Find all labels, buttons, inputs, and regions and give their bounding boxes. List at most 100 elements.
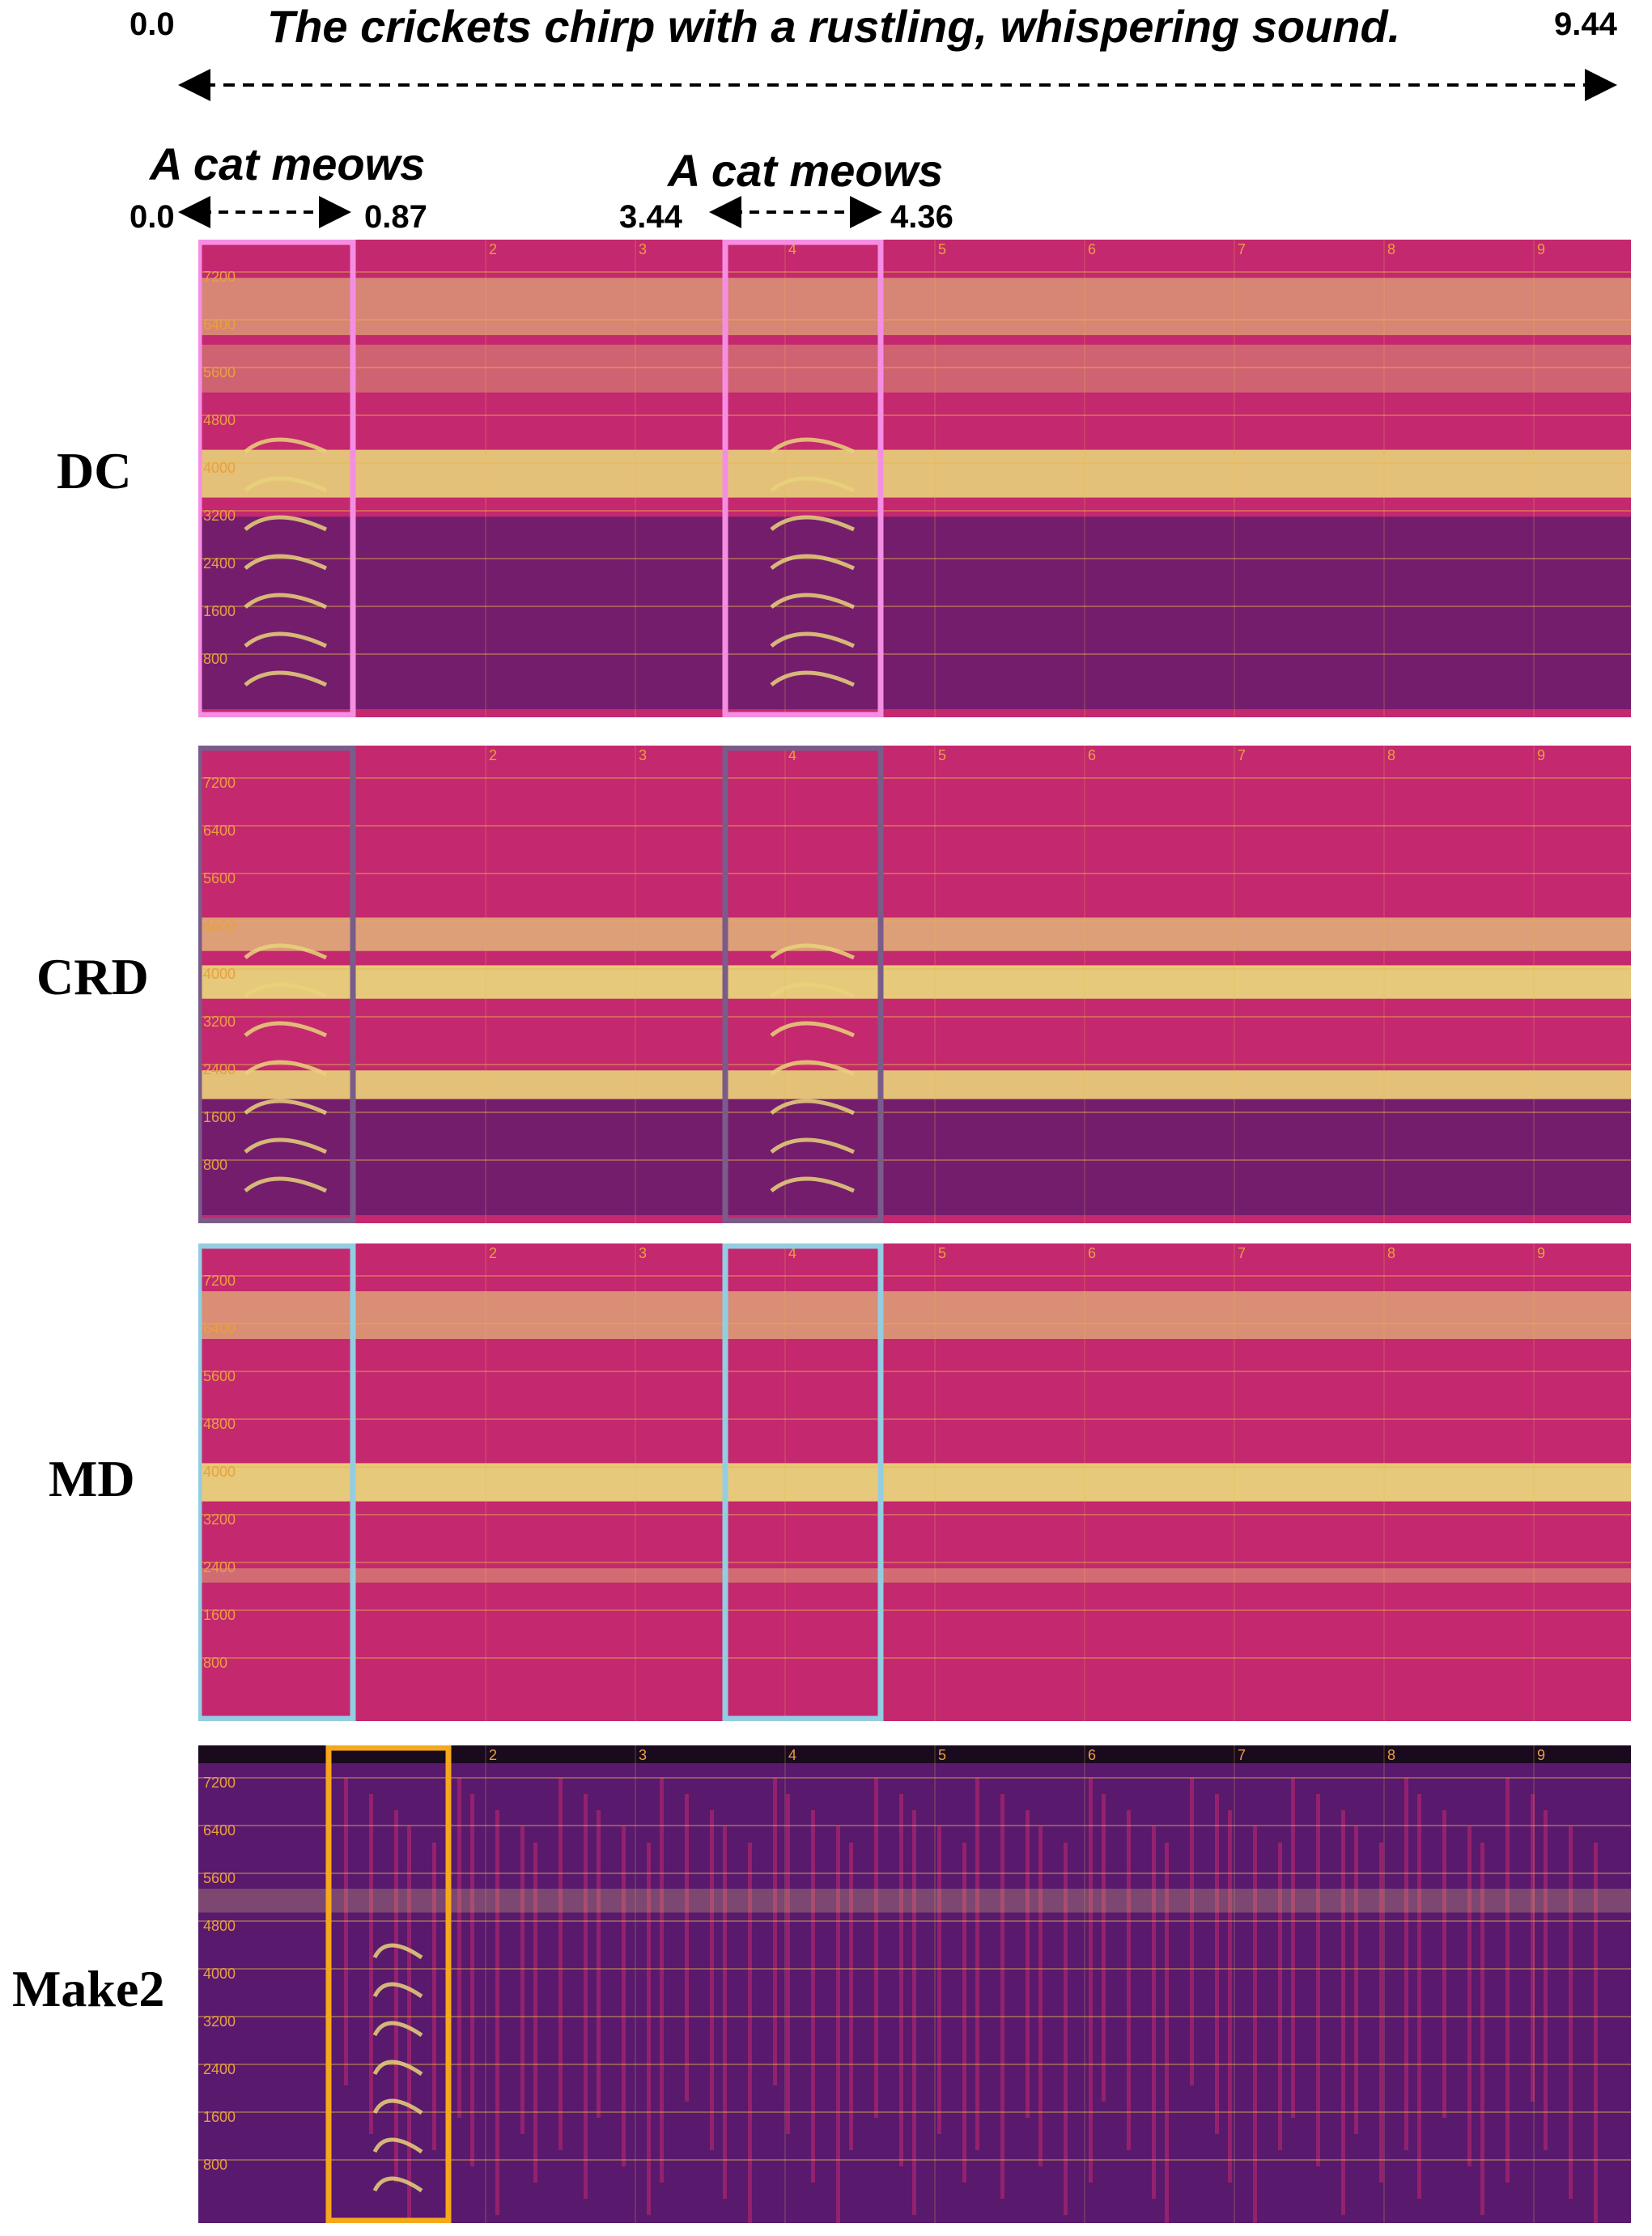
spectrogram-streak <box>836 1826 840 2223</box>
spectrogram-md: 7200 6400 5600 4800 4000 3200 2400 1600 800 2 3 4 5 6… <box>198 1243 1631 1721</box>
frequency-tick-label: 4800 <box>203 1416 236 1432</box>
time-tick-label: 8 <box>1387 747 1395 763</box>
spectrogram-streak <box>622 1826 626 2166</box>
spectrogram-streak <box>1569 1826 1573 2199</box>
spectrogram-streak <box>849 1843 853 2150</box>
time-tick-label: 6 <box>1088 747 1096 763</box>
time-tick-label: 6 <box>1088 241 1096 257</box>
spectrogram-streak <box>773 1778 777 2085</box>
spectrogram-streak <box>344 1778 348 2085</box>
time-tick-label: 5 <box>938 1245 946 1261</box>
frequency-tick-label: 7200 <box>203 1775 236 1791</box>
frequency-tick-label: 800 <box>203 1157 227 1173</box>
spectrogram-streak <box>811 1810 815 2183</box>
harmonic-stroke <box>244 515 328 532</box>
harmonic-stroke <box>770 593 856 610</box>
spectrogram-streak <box>457 1778 461 2118</box>
row-label-make2: Make2 <box>12 1960 165 2017</box>
frequency-tick-label: 4800 <box>203 1918 236 1934</box>
spectrogram-energy-band <box>198 449 1631 498</box>
time-tick-label: 3 <box>639 241 647 257</box>
frequency-tick-label: 7200 <box>203 1273 236 1289</box>
spectrogram-streak <box>1089 1778 1093 2183</box>
time-tick-label: 9 <box>1537 1747 1545 1763</box>
frequency-tick-label: 3200 <box>203 508 236 524</box>
spectrogram-streak <box>1102 1794 1106 2102</box>
event-label-2: A cat meows <box>668 145 944 196</box>
harmonic-stroke <box>244 437 328 454</box>
time-tick-label: 2 <box>489 1245 497 1261</box>
harmonic-stroke <box>372 2098 423 2115</box>
spectrogram-energy-band <box>198 344 1631 393</box>
time-tick-label: 3 <box>639 747 647 763</box>
frequency-tick-label: 5600 <box>203 870 236 886</box>
harmonic-stroke <box>244 593 328 610</box>
time-tick-label: 7 <box>1238 747 1246 763</box>
frequency-tick-label: 800 <box>203 1655 227 1671</box>
spectrogram-energy-band <box>198 1070 1631 1099</box>
spectrogram-energy-band <box>198 965 1631 999</box>
time-tick-label: 9 <box>1537 1245 1545 1261</box>
time-tick-label: 5 <box>938 241 946 257</box>
spectrogram-streak <box>1000 1794 1004 2199</box>
spectrogram-streak <box>520 1826 524 2134</box>
spectrogram-streak <box>685 1794 689 2102</box>
harmonic-stroke <box>244 631 328 648</box>
spectrogram-streak <box>1594 1843 1598 2223</box>
harmonic-stroke <box>770 631 856 648</box>
frequency-tick-label: 3200 <box>203 2013 236 2030</box>
frequency-tick-label: 4000 <box>203 1966 236 1982</box>
spectrogram-streak <box>975 1778 979 2150</box>
spectrogram-streak <box>533 1843 537 2183</box>
caption-end-time: 9.44 <box>1554 6 1617 42</box>
harmonic-stroke <box>770 1137 856 1154</box>
frequency-tick-label: 4000 <box>203 460 236 476</box>
spectrogram-streak <box>937 1826 941 2134</box>
time-tick-label: 7 <box>1238 1245 1246 1261</box>
time-tick-label: 4 <box>788 1245 796 1261</box>
spectrogram-streak <box>558 1778 563 2150</box>
row-label-md: MD <box>49 1450 135 1507</box>
spectrogram-streak <box>912 1810 916 2215</box>
spectrogram-streak <box>1165 1843 1169 2223</box>
frequency-tick-label: 800 <box>203 2157 227 2173</box>
row-label-dc: DC <box>57 442 132 499</box>
time-tick-label: 6 <box>1088 1245 1096 1261</box>
spectrogram-streak <box>1278 1843 1282 2150</box>
spectrogram-streak <box>1544 1810 1548 2150</box>
frequency-tick-label: 1600 <box>203 2109 236 2125</box>
spectrogram-streak <box>874 1778 878 2118</box>
harmonic-stroke <box>770 437 856 454</box>
harmonic-stroke <box>770 670 856 687</box>
frequency-tick-label: 3200 <box>203 1014 236 1030</box>
harmonic-stroke <box>770 554 856 571</box>
event-end-2: 4.36 <box>890 199 953 235</box>
event-start-2: 3.44 <box>619 199 682 235</box>
frequency-tick-label: 6400 <box>203 823 236 839</box>
spectrogram-energy-band <box>198 1568 1631 1583</box>
frequency-tick-label: 2400 <box>203 555 236 572</box>
harmonic-stroke <box>244 1099 328 1116</box>
harmonic-stroke <box>244 1176 328 1193</box>
frequency-tick-label: 4800 <box>203 918 236 934</box>
time-tick-label: 4 <box>788 241 796 257</box>
harmonic-stroke <box>770 1021 856 1038</box>
spectrogram-streak <box>647 1843 651 2215</box>
harmonic-stroke <box>244 476 328 493</box>
spectrogram-streak <box>1531 1794 1535 2102</box>
spectrogram-energy-band <box>198 917 1631 951</box>
harmonic-stroke <box>244 1060 328 1077</box>
frequency-tick-label: 1600 <box>203 1607 236 1623</box>
event-highlight-box <box>198 746 356 1223</box>
event-highlight-box <box>722 240 884 717</box>
spectrogram-streak <box>1417 1794 1421 2199</box>
frequency-tick-label: 5600 <box>203 1368 236 1384</box>
spectrogram-streak <box>1038 1826 1043 2166</box>
harmonic-stroke <box>770 1176 856 1193</box>
frequency-tick-label: 2400 <box>203 1061 236 1078</box>
spectrogram-streak <box>369 1794 373 2134</box>
caption-text: The crickets chirp with a rustling, whis… <box>267 1 1401 52</box>
event-start-1: 0.0 <box>130 199 175 235</box>
spectrogram-streak <box>1341 1810 1345 2215</box>
spectrogram-dc: 7200 6400 5600 4800 4000 3200 2400 1600 800 2 3 4 5 6… <box>198 240 1631 717</box>
